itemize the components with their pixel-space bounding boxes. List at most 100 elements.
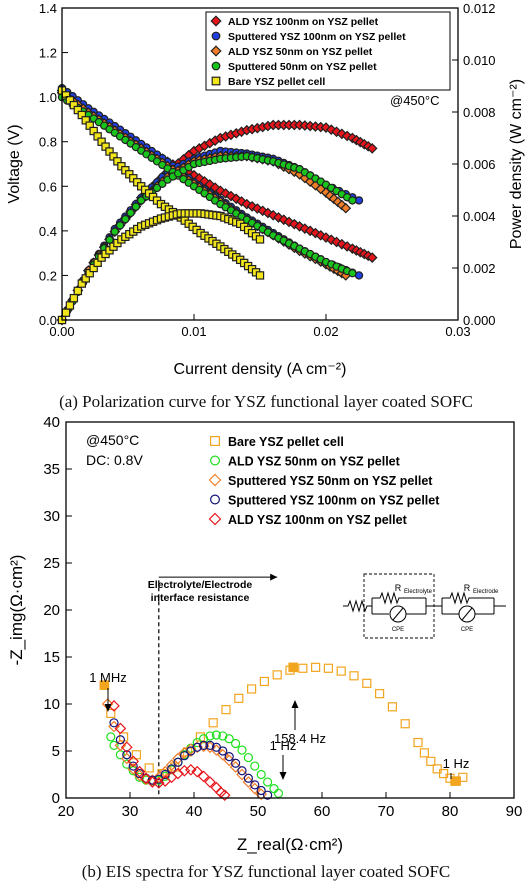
x-tick-label: 0.00 <box>49 324 74 339</box>
eis-point <box>128 761 138 771</box>
eis-point <box>197 770 210 783</box>
eis-point <box>114 739 127 752</box>
eis-point <box>250 780 260 790</box>
freq-marker-1mhz <box>99 680 110 690</box>
power-point <box>131 202 141 211</box>
eis-point <box>144 763 154 773</box>
eis-point <box>349 671 359 681</box>
legend-marker <box>211 61 221 71</box>
y-axis-label: -Z_img(Ω·cm²) <box>7 555 26 666</box>
eis-point <box>400 719 410 729</box>
eis-point <box>211 730 221 740</box>
x-tick-label: 70 <box>378 803 395 820</box>
legend-marker <box>210 436 221 447</box>
eis-point <box>184 743 197 755</box>
y-left-tick-label: 0.0 <box>39 313 57 328</box>
legend-marker <box>210 45 222 57</box>
voltage-point <box>366 252 378 263</box>
caption-b: (b) EIS spectra for YSZ functional layer… <box>81 862 451 881</box>
y-left-tick-label: 0.4 <box>39 224 57 239</box>
legend-label: Bare YSZ pellet cell <box>228 76 325 88</box>
eis-point <box>426 756 436 766</box>
power-point <box>110 227 120 236</box>
eis-point <box>120 741 133 754</box>
y-tick-label: 5 <box>52 743 60 760</box>
eis-point <box>413 737 423 748</box>
x-tick-label: 20 <box>58 803 75 820</box>
eis-point <box>140 772 152 785</box>
y-tick-label: 15 <box>43 649 60 666</box>
arrow-1mhz-head <box>104 704 112 712</box>
eis-point <box>106 732 116 742</box>
eis-point <box>311 662 321 672</box>
block2-cpe-slash <box>461 607 473 621</box>
legend-label: ALD YSZ 100nm on YSZ pellet <box>228 16 379 28</box>
power-point <box>158 179 167 188</box>
eis-point <box>269 783 279 794</box>
power-point <box>65 301 75 310</box>
r-electrode-sub: Electrode <box>473 589 499 595</box>
eis-point <box>205 731 215 741</box>
eis-point <box>323 663 333 673</box>
eis-point <box>256 785 266 796</box>
legend-label: ALD YSZ 50nm on YSZ pellet <box>228 455 401 469</box>
interface-arrow-head <box>270 573 278 581</box>
eis-point <box>133 765 146 778</box>
y-tick-label: 30 <box>43 508 60 525</box>
power-point <box>348 196 357 205</box>
x-tick-label: 30 <box>122 803 139 820</box>
eis-point <box>152 777 165 789</box>
block1-cpe-slash <box>392 607 404 621</box>
x-tick-label: 80 <box>442 803 459 820</box>
eis-point <box>165 759 178 771</box>
legend-label: Sputtered YSZ 50nm on YSZ pellet <box>228 474 433 488</box>
power-point <box>73 286 83 296</box>
y-right-tick-label: 0.004 <box>463 209 496 224</box>
arrow-1hz-mid-head <box>279 772 287 780</box>
legend-box <box>205 11 451 91</box>
eis-point <box>336 666 346 676</box>
eis-point <box>204 776 216 788</box>
eis-point <box>263 777 273 787</box>
eis-point <box>115 735 126 745</box>
x-tick-label: 50 <box>250 803 267 820</box>
eis-point <box>178 764 191 777</box>
y-right-tick-label: 0.006 <box>463 157 496 172</box>
eis-point <box>259 676 269 687</box>
power-point <box>115 221 125 230</box>
y-left-tick-label: 0.8 <box>39 135 57 150</box>
freq-marker-158hz <box>288 662 298 673</box>
y-right-tick-label: 0.002 <box>463 261 496 276</box>
eis-point <box>419 748 429 758</box>
eis-point <box>224 752 234 762</box>
label-158hz: 158.4 Hz <box>274 731 326 746</box>
y-left-tick-label: 1.4 <box>39 1 57 16</box>
eis-point <box>118 732 129 742</box>
x-tick-label: 40 <box>186 803 203 820</box>
power-point <box>121 214 130 224</box>
dc-annotation: DC: 0.8V <box>86 452 143 468</box>
eis-point <box>184 763 197 776</box>
eis-point <box>298 663 308 673</box>
eis-point <box>362 678 372 688</box>
legend-label: Sputtered YSZ 100nm on YSZ pellet <box>228 31 406 43</box>
y-left-tick-label: 0.2 <box>39 268 57 283</box>
power-point <box>61 308 71 317</box>
eis-point <box>199 740 209 750</box>
eis-point <box>263 790 273 800</box>
x-tick-label: 90 <box>506 803 523 820</box>
y-right-tick-label: 0.008 <box>463 105 496 120</box>
block1-resistor <box>372 591 426 605</box>
arrow-158hz-head <box>291 700 299 708</box>
y-left-tick-label: 1.0 <box>39 90 57 105</box>
x-tick-label: 60 <box>314 803 331 820</box>
eis-point <box>127 755 140 768</box>
eis-point <box>208 718 218 728</box>
eis-point <box>231 758 241 768</box>
legend-label: ALD YSZ 50nm on YSZ pellet <box>228 46 373 58</box>
eis-point <box>106 708 116 719</box>
interface-label-line1: Electrolyte/Electrode <box>148 579 253 591</box>
eis-point <box>218 746 228 756</box>
legend-label: Bare YSZ pellet cell <box>228 435 344 449</box>
